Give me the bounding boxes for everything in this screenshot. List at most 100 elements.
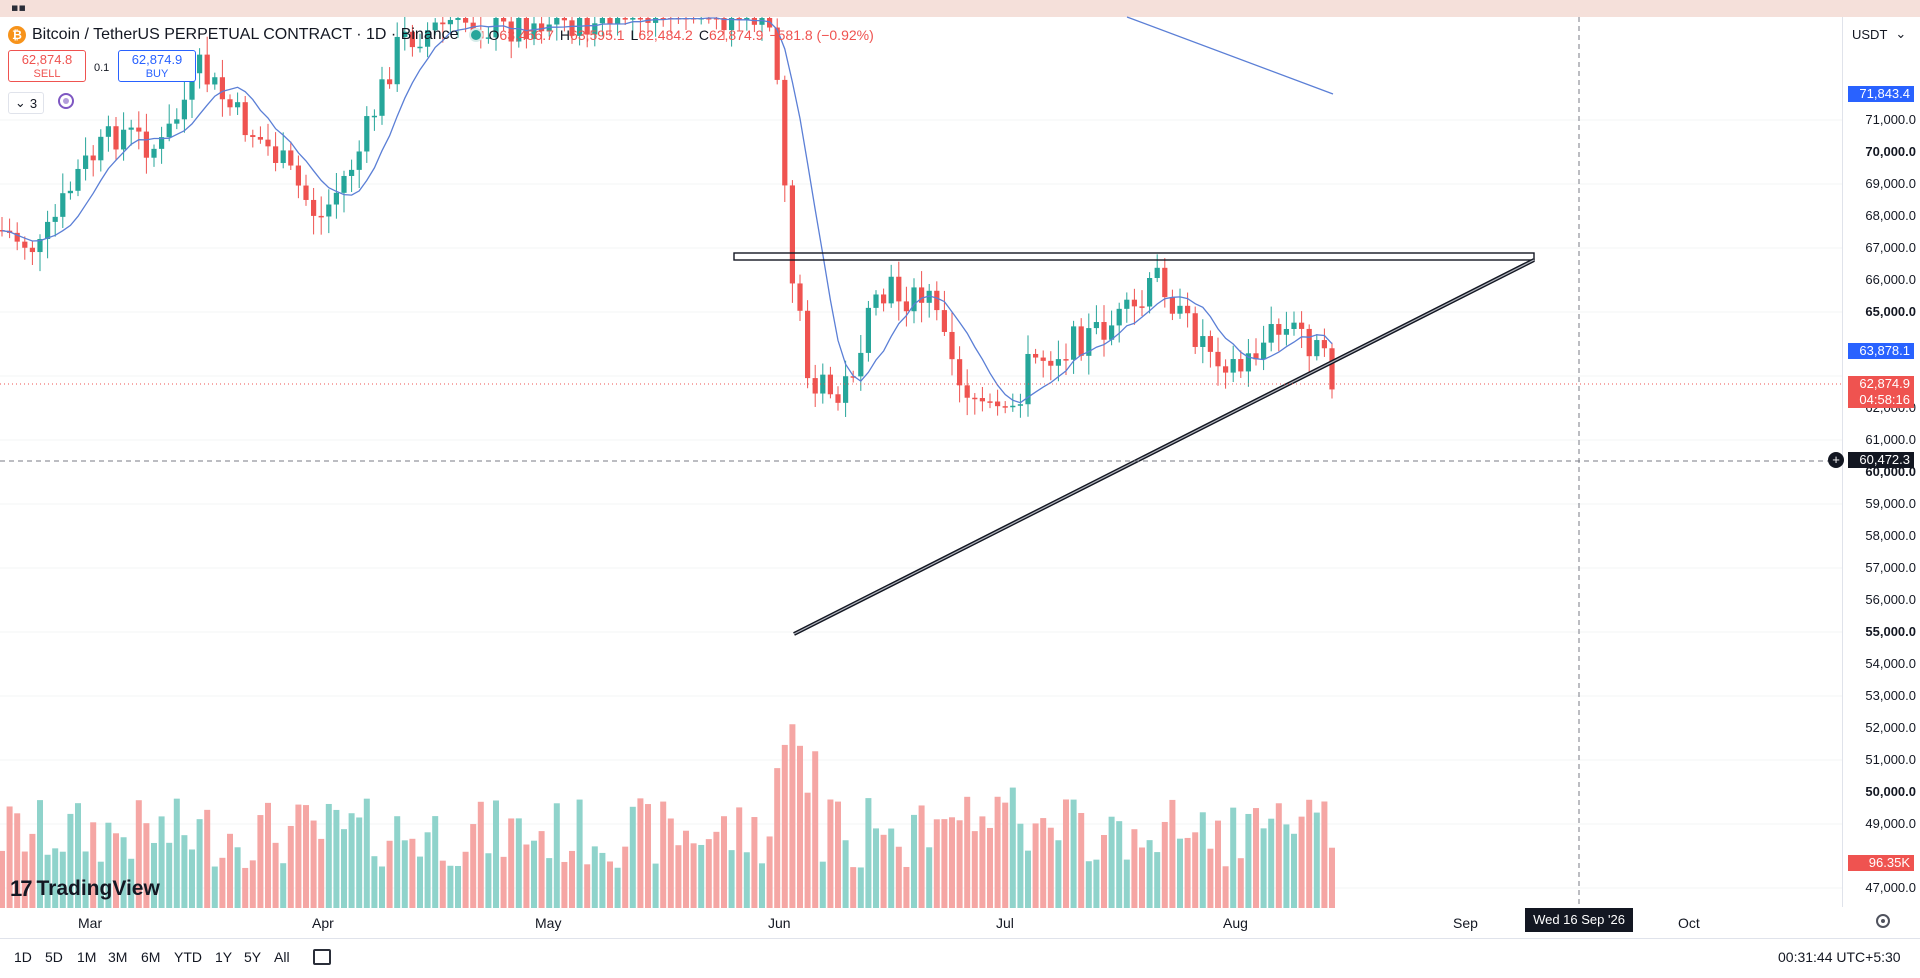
- price-label: 67,000.0: [1865, 240, 1916, 255]
- volume-bar: [1275, 803, 1282, 908]
- candle-body: [1131, 299, 1137, 307]
- volume-bar: [713, 831, 720, 908]
- candle-body: [926, 290, 932, 303]
- indicators-toggle[interactable]: ⌄ 3: [8, 92, 44, 114]
- volume-bar: [272, 842, 279, 908]
- price-label: 70,000.0: [1865, 144, 1916, 159]
- volume-bar: [204, 809, 211, 908]
- volume-bar: [789, 724, 796, 908]
- volume-bar: [1298, 816, 1305, 908]
- volume-bar: [151, 842, 157, 908]
- month-label: Jun: [768, 915, 791, 931]
- volume-bar: [143, 823, 150, 908]
- candle-body: [1306, 328, 1312, 357]
- go-to-date-icon[interactable]: [313, 949, 331, 965]
- candle-body: [592, 23, 598, 35]
- crosshair-price-tag: 60,472.3: [1848, 452, 1914, 468]
- price-label: 54,000.0: [1865, 656, 1916, 671]
- volume-bars: [0, 724, 1335, 908]
- candle-body: [1063, 359, 1069, 361]
- price-label: 68,000.0: [1865, 208, 1916, 223]
- volume-bar: [181, 835, 188, 908]
- candle-body: [561, 18, 567, 21]
- candle-body: [45, 221, 51, 239]
- candle-body: [1101, 322, 1107, 340]
- volume-bar: [941, 819, 948, 908]
- sell-button[interactable]: 62,874.8 SELL: [8, 50, 86, 82]
- price-label: 49,000.0: [1865, 816, 1916, 831]
- candle-body: [1321, 340, 1327, 349]
- volume-bar: [1078, 812, 1085, 908]
- candle-body: [987, 401, 993, 403]
- price-tag-last: 62,874.9: [1848, 376, 1914, 392]
- price-label: 51,000.0: [1865, 752, 1916, 767]
- crosshair-date-badge: Wed 16 Sep '26: [1525, 908, 1633, 932]
- candle-body: [911, 287, 917, 312]
- tradingview-mark-icon: 17: [10, 876, 33, 901]
- candle-body: [1230, 359, 1236, 373]
- volume-bar: [75, 803, 81, 908]
- range-button[interactable]: 6M: [141, 949, 161, 965]
- range-button[interactable]: 1D: [14, 949, 32, 965]
- candle-body: [630, 18, 636, 20]
- settings-gear-icon[interactable]: [1876, 914, 1890, 928]
- candle-body: [843, 376, 849, 403]
- range-button[interactable]: 5D: [45, 949, 63, 965]
- range-button[interactable]: 5Y: [244, 949, 262, 965]
- candle-body: [273, 146, 279, 163]
- range-button[interactable]: 1Y: [215, 949, 233, 965]
- volume-bar: [6, 806, 13, 908]
- volume-bar: [432, 816, 439, 908]
- candle-body: [934, 290, 940, 311]
- symbol-title[interactable]: Bitcoin / TetherUS PERPETUAL CONTRACT · …: [32, 26, 459, 43]
- candle-body: [1200, 336, 1206, 347]
- month-label: Oct: [1678, 915, 1700, 931]
- candle-body: [242, 102, 248, 136]
- price-label: 57,000.0: [1865, 560, 1916, 575]
- candle-body: [1177, 305, 1183, 314]
- candle-body: [888, 276, 894, 304]
- candle-body: [523, 18, 529, 40]
- volume-bar: [1215, 820, 1221, 908]
- range-button[interactable]: All: [274, 949, 290, 965]
- resistance-zone: [733, 252, 1535, 261]
- month-label: May: [535, 915, 562, 931]
- sell-price: 62,874.8: [21, 52, 73, 67]
- layout-grid-icon[interactable]: ▪▪: [11, 1, 26, 14]
- volume-bar: [439, 860, 446, 908]
- volume-bar: [447, 865, 454, 908]
- candle-body: [143, 131, 149, 158]
- candle-body: [979, 398, 985, 402]
- add-alert-plus-icon[interactable]: +: [1828, 452, 1844, 468]
- candle-body: [1139, 306, 1145, 308]
- volume-bar: [1154, 852, 1161, 908]
- candle-body: [1071, 326, 1077, 360]
- clock-timezone[interactable]: 00:31:44 UTC+5:30: [1778, 949, 1901, 965]
- range-button[interactable]: YTD: [174, 949, 202, 965]
- volume-bar: [333, 809, 340, 908]
- volume-bar: [21, 851, 28, 908]
- price-label: 66,000.0: [1865, 272, 1916, 287]
- indicator-count: 3: [29, 95, 38, 111]
- candle-body: [493, 18, 499, 38]
- candle-body: [599, 18, 605, 24]
- range-button[interactable]: 3M: [108, 949, 128, 965]
- volume-bar: [1108, 816, 1115, 908]
- volume-bar: [736, 807, 743, 908]
- sync-icon[interactable]: [58, 93, 74, 109]
- volume-bar: [531, 840, 537, 908]
- volume-bar: [523, 844, 530, 908]
- currency-select[interactable]: USDT ⌄: [1846, 22, 1912, 46]
- volume-bar: [1025, 850, 1031, 908]
- volume-bar: [569, 850, 575, 908]
- volume-bar: [135, 800, 142, 908]
- candle-body: [326, 204, 332, 217]
- volume-bar: [1123, 859, 1130, 908]
- symbol-legend[interactable]: ₿ Bitcoin / TetherUS PERPETUAL CONTRACT …: [8, 24, 880, 46]
- buy-button[interactable]: 62,874.9 BUY: [118, 50, 196, 82]
- range-button[interactable]: 1M: [77, 949, 97, 965]
- volume-bar: [363, 798, 370, 908]
- volume-bar: [1313, 812, 1320, 908]
- candle-body: [1010, 405, 1016, 408]
